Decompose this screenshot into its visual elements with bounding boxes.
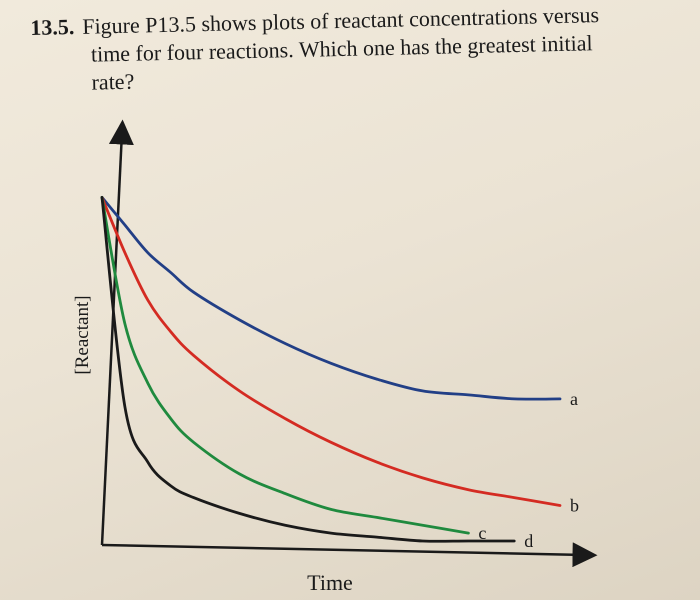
series-c-line <box>100 196 470 535</box>
series-d-line <box>100 196 516 543</box>
series-a-line <box>100 196 562 401</box>
y-axis-label: [Reactant] <box>72 295 93 374</box>
series-b-label: b <box>570 496 579 516</box>
series-a-label: a <box>570 389 578 409</box>
x-axis <box>101 542 598 568</box>
y-axis <box>100 119 134 546</box>
series-b-line <box>100 196 562 507</box>
series-c-label: c <box>478 523 486 543</box>
x-axis-label: Time <box>307 570 353 595</box>
series-d-label: d <box>524 531 533 551</box>
